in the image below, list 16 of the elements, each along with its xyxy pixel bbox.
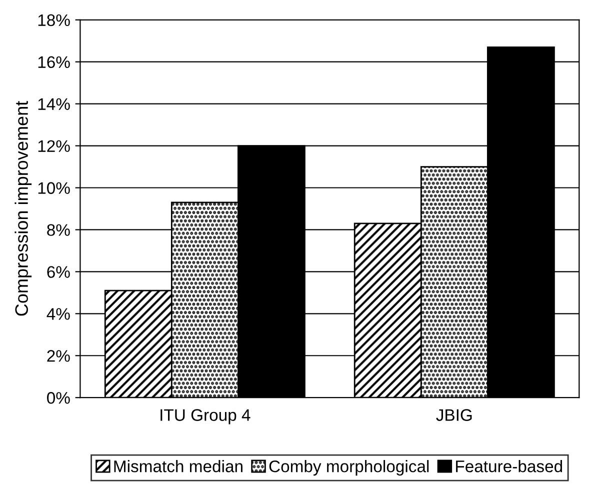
- y-tick-label: 16%: [38, 56, 70, 68]
- y-tick-label: 18%: [38, 14, 70, 26]
- y-axis-title: Compression improvement: [14, 100, 32, 316]
- x-tick-label: JBIG: [436, 409, 472, 421]
- y-tick-label: 0%: [47, 392, 70, 404]
- x-tick-label: ITU Group 4: [160, 409, 250, 424]
- y-tick-label: 2%: [47, 350, 70, 362]
- y-tick-label: 12%: [38, 140, 70, 152]
- y-tick-label: 6%: [47, 266, 70, 278]
- legend-label: Comby morphological: [269, 460, 429, 476]
- legend-label: Mismatch median: [114, 460, 242, 472]
- legend-label: Feature-based: [456, 460, 562, 472]
- y-tick-label: 14%: [38, 98, 70, 110]
- y-tick-label: 10%: [38, 182, 70, 194]
- y-tick-label: 8%: [47, 224, 70, 236]
- y-tick-label: 4%: [46, 308, 70, 320]
